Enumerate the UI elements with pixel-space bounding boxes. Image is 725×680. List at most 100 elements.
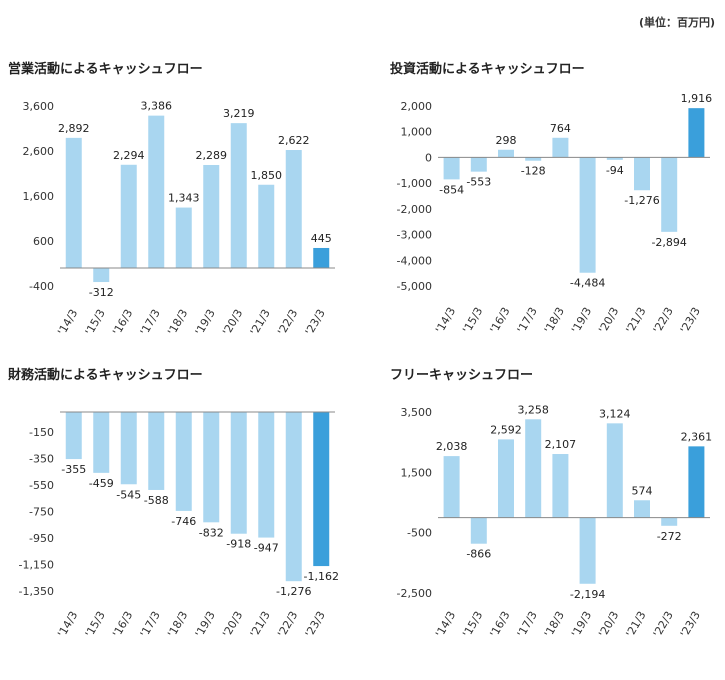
bar	[65, 412, 82, 460]
bar	[230, 123, 247, 268]
x-tick-label: '16/3	[487, 305, 512, 336]
x-tick-label: '15/3	[83, 307, 108, 338]
data-label: 298	[496, 134, 517, 147]
data-label: -947	[254, 542, 279, 555]
bar	[606, 423, 623, 518]
bar	[470, 517, 487, 544]
data-label: -1,276	[624, 194, 659, 207]
bar	[498, 149, 514, 158]
data-label: 1,916	[681, 92, 713, 105]
chart-title: 投資活動によるキャッシュフロー	[390, 62, 585, 77]
data-label: 3,386	[141, 100, 173, 113]
y-tick-label: -2,500	[397, 587, 432, 600]
x-tick-label: '22/3	[651, 609, 676, 640]
data-label: 3,124	[599, 407, 631, 420]
chart-title: フリーキャッシュフロー	[390, 368, 534, 383]
y-tick-label: -1,000	[397, 177, 432, 190]
x-tick-label: '23/3	[678, 609, 703, 640]
data-label: -832	[199, 526, 224, 539]
bar	[606, 157, 623, 160]
bar	[525, 157, 542, 161]
bar	[175, 412, 192, 511]
x-tick-label: '19/3	[569, 305, 594, 336]
bar	[552, 137, 569, 158]
x-tick-label: '15/3	[460, 305, 485, 336]
x-tick-label: '22/3	[651, 305, 676, 336]
bar	[552, 454, 569, 518]
free-cf-chart: 3,500 1,500 -500 -2,500 2,038 '14/3 -866 '15/3 2…	[397, 403, 713, 640]
data-label: -866	[466, 548, 491, 561]
x-tick-label: '15/3	[83, 609, 108, 640]
bar	[688, 446, 705, 518]
x-tick-label: '19/3	[193, 307, 218, 338]
data-label: 764	[550, 122, 571, 135]
x-tick-label: '23/3	[678, 305, 703, 336]
y-tick-label: -500	[407, 527, 432, 540]
x-tick-label: '16/3	[487, 609, 512, 640]
y-tick-label: -550	[29, 479, 54, 492]
data-label: -854	[439, 183, 464, 196]
x-tick-label: '19/3	[569, 609, 594, 640]
y-tick-label: 600	[33, 235, 54, 248]
data-label: -272	[657, 530, 682, 543]
bar	[525, 419, 542, 518]
x-tick-label: '17/3	[138, 307, 163, 338]
y-tick-label: -2,000	[397, 203, 432, 216]
bar	[175, 207, 192, 268]
bar	[285, 150, 302, 268]
x-tick-label: '17/3	[138, 609, 163, 640]
data-label: 1,343	[168, 192, 200, 205]
x-tick-label: '21/3	[623, 609, 648, 640]
data-label: -545	[116, 488, 141, 501]
bar	[148, 115, 165, 268]
bar	[120, 164, 137, 268]
data-label: 2,294	[113, 149, 145, 162]
data-label: -1,162	[304, 570, 339, 583]
data-label: 1,850	[251, 169, 283, 182]
x-tick-label: '20/3	[220, 609, 245, 640]
bar	[120, 412, 137, 485]
y-tick-label: -5,000	[397, 280, 432, 293]
x-tick-label: '15/3	[460, 609, 485, 640]
bar	[313, 247, 330, 268]
y-tick-label: 2,600	[23, 145, 55, 158]
x-tick-label: '18/3	[542, 305, 567, 336]
data-label: 2,038	[436, 440, 468, 453]
y-tick-label: -400	[29, 280, 54, 293]
free-cf-panel: フリーキャッシュフロー 3,500 1,500 -500 -2,500 2,038 '14…	[390, 364, 720, 664]
data-label: -2,894	[651, 236, 686, 249]
bar	[470, 157, 487, 172]
x-tick-label: '18/3	[165, 307, 190, 338]
bar	[443, 157, 460, 180]
x-tick-label: '23/3	[303, 307, 328, 338]
x-tick-label: '14/3	[55, 609, 80, 640]
bar	[203, 164, 220, 268]
x-tick-label: '23/3	[303, 609, 328, 640]
bar	[313, 412, 330, 567]
bar	[688, 108, 705, 158]
data-label: -94	[606, 164, 624, 177]
x-tick-label: '19/3	[193, 609, 218, 640]
y-tick-label: 1,000	[401, 126, 433, 139]
data-label: -918	[226, 538, 251, 551]
y-tick-label: -3,000	[397, 229, 432, 242]
data-label: -746	[171, 515, 196, 528]
data-label: -4,484	[570, 277, 605, 290]
x-tick-label: '14/3	[55, 307, 80, 338]
y-tick-label: -1,150	[19, 558, 54, 571]
x-tick-label: '16/3	[110, 307, 135, 338]
operating-cf-panel: 営業活動によるキャッシュフロー 3,600 2,600 1,600 600 -400 2,…	[8, 58, 348, 338]
data-label: 3,258	[517, 403, 549, 416]
bar	[579, 517, 596, 584]
data-label: 2,622	[278, 134, 310, 147]
data-label: -459	[89, 477, 114, 490]
data-label: -312	[89, 286, 114, 299]
y-tick-label: -750	[29, 505, 54, 518]
bar	[579, 157, 596, 273]
data-label: 574	[632, 484, 653, 497]
bar	[661, 517, 678, 526]
y-tick-label: 1,500	[401, 466, 433, 479]
x-tick-label: '20/3	[596, 609, 621, 640]
y-tick-label: -4,000	[397, 254, 432, 267]
bar	[148, 412, 165, 490]
